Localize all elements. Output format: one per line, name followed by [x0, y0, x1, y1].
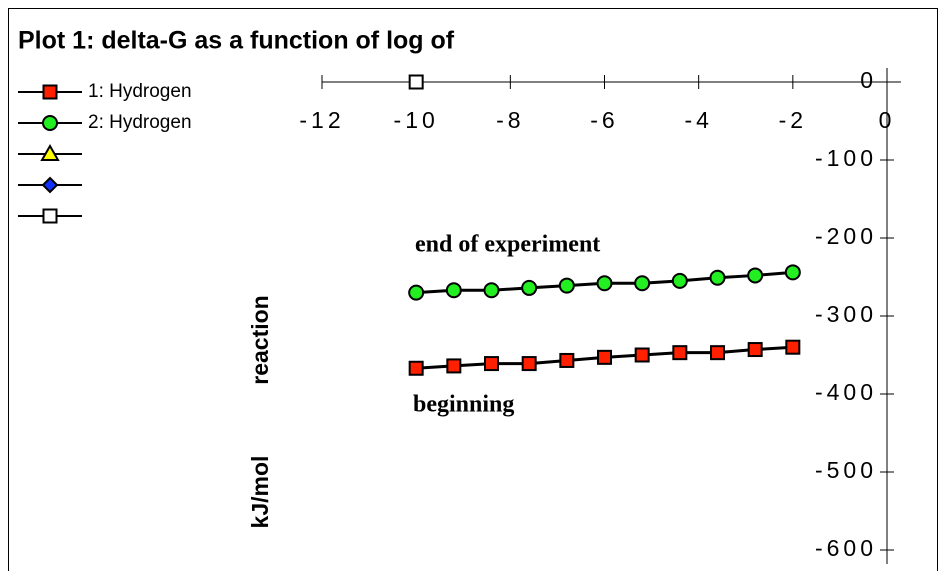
data-point [784, 264, 801, 281]
annotation: beginning [413, 392, 514, 418]
data-point [521, 279, 538, 296]
y-tick-label: -600 [815, 535, 877, 561]
data-point [709, 269, 726, 286]
legend-marker [42, 115, 58, 131]
data-point [634, 275, 651, 292]
y-axis-label: reaction [247, 295, 273, 384]
data-point [408, 74, 424, 90]
legend-marker [42, 208, 58, 224]
x-tick-label: -12 [299, 107, 344, 133]
x-tick-label: -4 [684, 107, 712, 133]
data-point [446, 358, 462, 374]
data-point [445, 282, 462, 299]
data-point [710, 345, 725, 361]
annotation: end of experiment [415, 232, 600, 258]
x-tick-label: 0 [879, 107, 896, 133]
y-tick-label: 0 [860, 67, 877, 93]
legend-marker [42, 84, 58, 100]
x-tick-label: -10 [394, 107, 439, 133]
data-point [597, 349, 612, 365]
data-point [559, 352, 575, 368]
y-tick-label: -200 [815, 223, 877, 249]
data-point [521, 356, 537, 372]
x-tick-label: -6 [590, 107, 618, 133]
legend-marker [41, 176, 59, 194]
chart-title: Plot 1: delta-G as a function of log of [18, 27, 455, 55]
data-point [408, 360, 424, 376]
data-point [671, 272, 688, 289]
y-axis-label: kJ/mol [247, 456, 273, 529]
legend-marker [40, 143, 60, 161]
data-point [672, 345, 688, 361]
data-point [484, 356, 499, 372]
y-tick-label: -300 [815, 301, 877, 327]
legend-label: 1: Hydrogen [88, 81, 192, 102]
data-point [747, 342, 763, 358]
data-point [483, 282, 500, 299]
data-point [596, 275, 613, 292]
data-point [747, 267, 764, 284]
x-tick-label: -2 [779, 107, 807, 133]
y-tick-label: -500 [815, 457, 877, 483]
data-point [408, 284, 425, 301]
y-tick-label: -100 [815, 145, 877, 171]
data-point [558, 277, 575, 294]
data-point [634, 347, 650, 363]
y-tick-label: -400 [815, 379, 877, 405]
data-point [785, 339, 801, 355]
x-tick-label: -8 [496, 107, 524, 133]
legend-label: 2: Hydrogen [88, 112, 192, 133]
